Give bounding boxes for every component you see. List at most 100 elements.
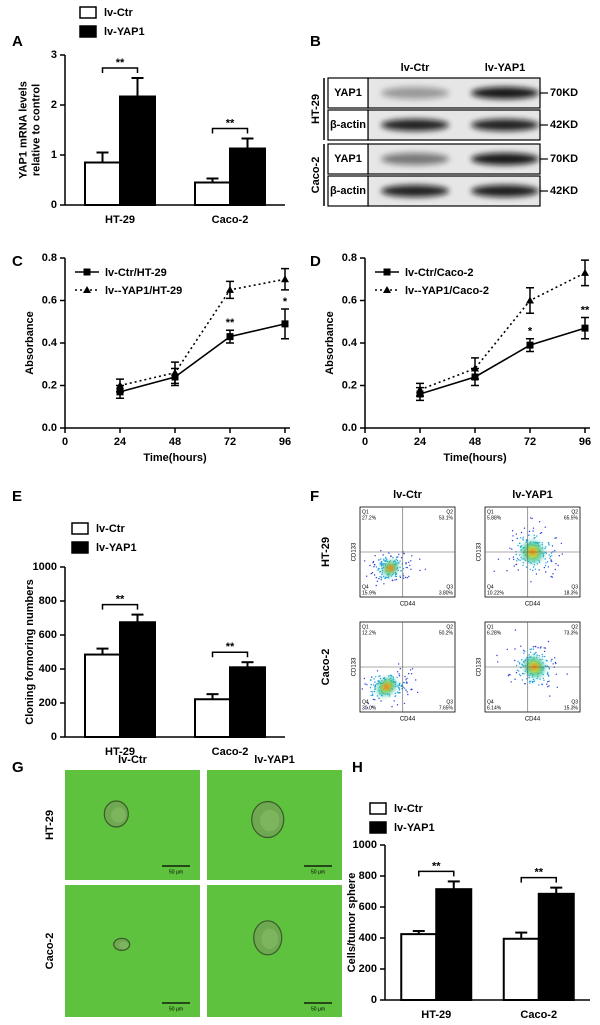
flow-event bbox=[538, 684, 540, 686]
flow-event bbox=[410, 560, 412, 562]
flow-event bbox=[375, 576, 377, 579]
flow-event bbox=[518, 673, 521, 676]
flow-event bbox=[542, 677, 544, 680]
flow-event bbox=[508, 558, 511, 560]
flow-event bbox=[554, 537, 556, 539]
flow-event bbox=[533, 534, 535, 536]
panel-letter: H bbox=[352, 759, 363, 776]
quadrant-percent: 15.3% bbox=[564, 705, 579, 711]
flow-event bbox=[544, 526, 546, 528]
flow-event bbox=[424, 568, 427, 570]
quadrant-name: Q1 bbox=[362, 509, 369, 515]
flow-event bbox=[518, 542, 521, 545]
y-tick-label: 0.8 bbox=[42, 252, 57, 264]
flow-event bbox=[406, 566, 408, 569]
panel-letter: C bbox=[12, 253, 23, 270]
flow-event bbox=[493, 570, 495, 572]
flow-event bbox=[543, 679, 545, 681]
blot-band bbox=[471, 119, 539, 131]
flow-event bbox=[372, 562, 374, 564]
blot-label-box bbox=[327, 143, 369, 175]
flow-event bbox=[536, 535, 538, 537]
flow-event bbox=[532, 678, 535, 681]
flow-event bbox=[541, 544, 543, 546]
point bbox=[226, 285, 234, 293]
x-tick-label: 72 bbox=[524, 436, 536, 448]
legend-label: lv-YAP1 bbox=[96, 542, 137, 554]
flow-event bbox=[398, 684, 400, 686]
flow-event bbox=[382, 554, 384, 556]
flow-event bbox=[497, 558, 500, 560]
flow-y-label: CD133 bbox=[477, 657, 483, 676]
blot-band bbox=[471, 153, 539, 165]
panel-letter: B bbox=[310, 33, 321, 50]
flow-event bbox=[509, 674, 511, 676]
legend-swatch bbox=[369, 802, 387, 815]
blot-label-box bbox=[327, 109, 369, 141]
flow-event bbox=[402, 575, 405, 577]
flow-event bbox=[400, 557, 403, 559]
flow-event bbox=[374, 688, 376, 690]
flow-event bbox=[366, 684, 368, 686]
y-tick-label: 600 bbox=[359, 901, 377, 913]
flow-event bbox=[377, 568, 380, 570]
flow-event bbox=[391, 706, 393, 708]
flow-event bbox=[376, 683, 378, 685]
flow-event bbox=[519, 675, 522, 677]
flow-event bbox=[392, 676, 394, 678]
flow-event bbox=[395, 556, 398, 558]
flow-event bbox=[374, 681, 376, 683]
blot-row-label: YAP1 bbox=[334, 87, 362, 99]
flow-event bbox=[546, 561, 549, 563]
flow-event bbox=[398, 691, 401, 694]
point bbox=[581, 268, 589, 276]
quadrant-name: Q1 bbox=[487, 509, 494, 515]
panel-letter: A bbox=[12, 33, 23, 50]
flow-event bbox=[522, 660, 525, 663]
flow-event bbox=[514, 648, 516, 650]
flow-event bbox=[373, 574, 376, 576]
flow-event bbox=[517, 660, 519, 663]
flow-event bbox=[406, 682, 408, 684]
point bbox=[471, 364, 479, 372]
flow-event bbox=[531, 517, 533, 520]
flow-event bbox=[395, 558, 397, 560]
flow-event bbox=[514, 629, 517, 631]
y-tick-label: 0.4 bbox=[42, 337, 58, 349]
flow-event bbox=[538, 569, 540, 571]
y-tick-label: 0.4 bbox=[342, 337, 358, 349]
flow-event bbox=[515, 553, 517, 556]
x-tick-label: Caco-2 bbox=[212, 214, 249, 226]
flow-event bbox=[512, 556, 515, 558]
flow-event bbox=[401, 688, 403, 690]
flow-event bbox=[403, 702, 406, 705]
flow-event bbox=[404, 675, 406, 678]
flow-event bbox=[406, 691, 408, 693]
x-tick-label: 72 bbox=[224, 436, 236, 448]
flow-event bbox=[556, 686, 558, 688]
quadrant-name: Q2 bbox=[571, 509, 578, 515]
significance-bracket bbox=[211, 127, 249, 134]
quadrant-name: Q1 bbox=[487, 624, 494, 630]
flow-event bbox=[378, 697, 380, 699]
flow-event bbox=[370, 679, 372, 682]
legend-label: lv--YAP1/Caco-2 bbox=[405, 285, 489, 297]
y-axis-label: Absorbance bbox=[324, 311, 336, 375]
flow-event bbox=[551, 576, 553, 578]
quadrant-name: Q2 bbox=[571, 624, 578, 630]
flow-event bbox=[558, 555, 560, 557]
flow-event bbox=[520, 645, 522, 647]
legend-label: lv-Ctr/Caco-2 bbox=[405, 267, 473, 279]
scale-bar-label: 50 μm bbox=[311, 869, 325, 875]
flow-event bbox=[521, 659, 523, 661]
flow-event bbox=[538, 561, 541, 563]
flow-event bbox=[549, 695, 551, 697]
y-tick-label: 0.2 bbox=[342, 379, 357, 391]
flow-event bbox=[394, 573, 397, 576]
flow-event bbox=[405, 562, 407, 564]
flow-event bbox=[370, 694, 372, 697]
flow-event bbox=[548, 543, 550, 545]
flow-event bbox=[540, 646, 542, 648]
